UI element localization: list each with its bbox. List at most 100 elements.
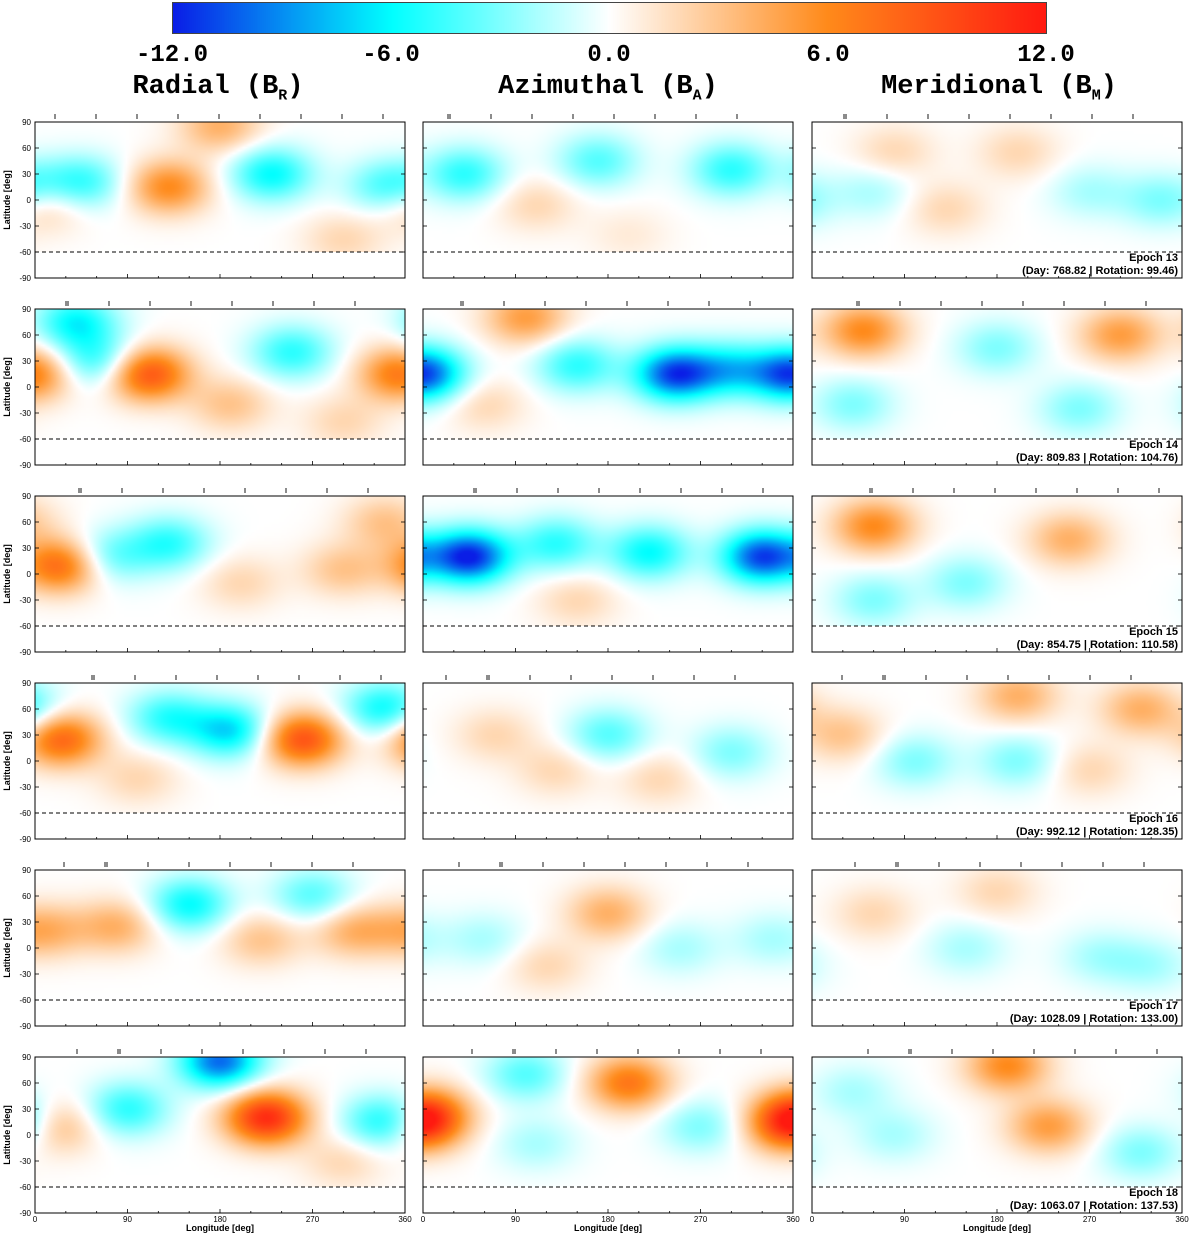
- x-tick-label: 270: [694, 1215, 708, 1224]
- heatmap-panel: [422, 862, 794, 1027]
- heatmap-field: [423, 870, 793, 1000]
- y-tick-label: 30: [22, 544, 31, 553]
- column-title-text: Radial: [132, 72, 230, 102]
- x-tick-label: 360: [1175, 1215, 1189, 1224]
- x-tick-label: 0: [810, 1215, 815, 1224]
- y-tick-label: -30: [19, 596, 31, 605]
- epoch-info: (Day: 809.83 | Rotation: 104.76): [1016, 452, 1178, 464]
- x-tick-label: 270: [1083, 1215, 1097, 1224]
- y-tick-label: 0: [27, 944, 32, 953]
- y-tick-label: 60: [22, 705, 31, 714]
- epoch-label: Epoch 18: [1129, 1187, 1178, 1199]
- y-tick-label: 0: [27, 757, 32, 766]
- y-tick-label: -30: [19, 1157, 31, 1166]
- epoch-label: Epoch 16: [1129, 813, 1178, 825]
- heatmap-panel: [422, 301, 794, 466]
- x-tick-label: 90: [511, 1215, 520, 1224]
- y-tick-label: 90: [22, 118, 31, 127]
- heatmap-field: [35, 122, 405, 252]
- x-tick-label: 90: [900, 1215, 909, 1224]
- column-title-subscript: M: [1091, 87, 1101, 105]
- x-tick-label: 180: [601, 1215, 615, 1224]
- column-title-azimuthal: Azimuthal (BA): [498, 72, 718, 105]
- y-axis-label: Latitude [deg]: [2, 1105, 12, 1165]
- heatmap-panel: 90 60 30 0 -30 -60 -90 Latitude [deg]: [2, 488, 406, 657]
- colorbar-tick-label: 12.0: [1017, 42, 1075, 69]
- epoch-info: (Day: 1063.07 | Rotation: 137.53): [1010, 1200, 1178, 1212]
- y-tick-label: 30: [22, 170, 31, 179]
- column-title-radial: Radial (BR): [132, 72, 304, 105]
- colorbar-tick-label: 0.0: [587, 42, 631, 69]
- y-tick-label: -90: [19, 1022, 31, 1031]
- colorbar-tick-label: -6.0: [362, 42, 420, 69]
- heatmap-panel: [422, 675, 794, 840]
- y-tick-label: -90: [19, 648, 31, 657]
- column-title-text: Meridional: [881, 72, 1044, 102]
- column-title-meridional: Meridional (BM): [881, 72, 1117, 105]
- heatmap-field: [812, 122, 1182, 252]
- y-tick-label: -90: [19, 274, 31, 283]
- y-tick-label: 30: [22, 1105, 31, 1114]
- y-tick-label: -60: [19, 435, 31, 444]
- y-tick-label: 60: [22, 144, 31, 153]
- colorbar-tick-label: 6.0: [806, 42, 850, 69]
- y-tick-label: 60: [22, 518, 31, 527]
- colorbar: [172, 2, 1047, 34]
- y-axis-label: Latitude [deg]: [2, 544, 12, 604]
- y-axis-label: Latitude [deg]: [2, 357, 12, 417]
- y-tick-label: 30: [22, 918, 31, 927]
- y-tick-label: -30: [19, 222, 31, 231]
- epoch-label: Epoch 17: [1129, 1000, 1178, 1012]
- y-tick-label: 30: [22, 731, 31, 740]
- heatmap-field: [35, 683, 405, 813]
- heatmap-panel: 90 60 30 0 -30 -60 -90 Latitude [deg]: [2, 862, 406, 1031]
- heatmap-field: [812, 496, 1182, 626]
- y-tick-label: 60: [22, 892, 31, 901]
- heatmap-panel: Epoch 18(Day: 1063.07 | Rotation: 137.53…: [810, 1049, 1189, 1233]
- x-axis-label: Longitude [deg]: [963, 1223, 1031, 1233]
- y-tick-label: 90: [22, 1053, 31, 1062]
- column-title-text: Azimuthal: [498, 72, 644, 102]
- heatmap-panel: Epoch 13(Day: 768.82 | Rotation: 99.46): [811, 114, 1183, 279]
- y-tick-label: -60: [19, 248, 31, 257]
- y-tick-label: 60: [22, 1079, 31, 1088]
- x-axis-label: Longitude [deg]: [186, 1223, 254, 1233]
- y-axis-label: Latitude [deg]: [2, 918, 12, 978]
- y-tick-label: 0: [27, 383, 32, 392]
- y-tick-label: -90: [19, 1209, 31, 1218]
- y-tick-label: -60: [19, 809, 31, 818]
- epoch-info: (Day: 768.82 | Rotation: 99.46): [1022, 265, 1178, 277]
- x-tick-label: 180: [990, 1215, 1004, 1224]
- y-tick-label: -30: [19, 783, 31, 792]
- y-axis-label: Latitude [deg]: [2, 731, 12, 791]
- heatmap-panel: Epoch 17(Day: 1028.09 | Rotation: 133.00…: [811, 862, 1183, 1027]
- epoch-label: Epoch 15: [1129, 626, 1178, 638]
- y-tick-label: -90: [19, 461, 31, 470]
- x-tick-label: 90: [123, 1215, 132, 1224]
- heatmap-panel: [422, 488, 794, 653]
- epoch-label: Epoch 14: [1129, 439, 1179, 451]
- y-tick-label: -60: [19, 996, 31, 1005]
- y-tick-label: 90: [22, 679, 31, 688]
- y-tick-label: 0: [27, 1131, 32, 1140]
- y-tick-label: 90: [22, 492, 31, 501]
- x-tick-label: 360: [786, 1215, 800, 1224]
- epoch-info: (Day: 992.12 | Rotation: 128.35): [1016, 826, 1178, 838]
- heatmap-panel: [422, 114, 794, 279]
- heatmap-field: [423, 496, 793, 626]
- heatmap-field: [35, 870, 405, 1000]
- y-tick-label: 0: [27, 196, 32, 205]
- x-tick-label: 180: [213, 1215, 227, 1224]
- y-tick-label: 90: [22, 305, 31, 314]
- y-tick-label: -30: [19, 409, 31, 418]
- heatmap-panel: Epoch 15(Day: 854.75 | Rotation: 110.58): [811, 488, 1183, 653]
- heatmap-panel: Epoch 14(Day: 809.83 | Rotation: 104.76): [811, 301, 1183, 466]
- heatmap-field: [812, 683, 1182, 813]
- heatmap-field: [423, 309, 793, 439]
- column-title-subscript: R: [278, 87, 288, 105]
- heatmap-field: [812, 1057, 1182, 1187]
- y-tick-label: -60: [19, 1183, 31, 1192]
- colorbar-tick-label: -12.0: [135, 42, 209, 69]
- y-tick-label: 30: [22, 357, 31, 366]
